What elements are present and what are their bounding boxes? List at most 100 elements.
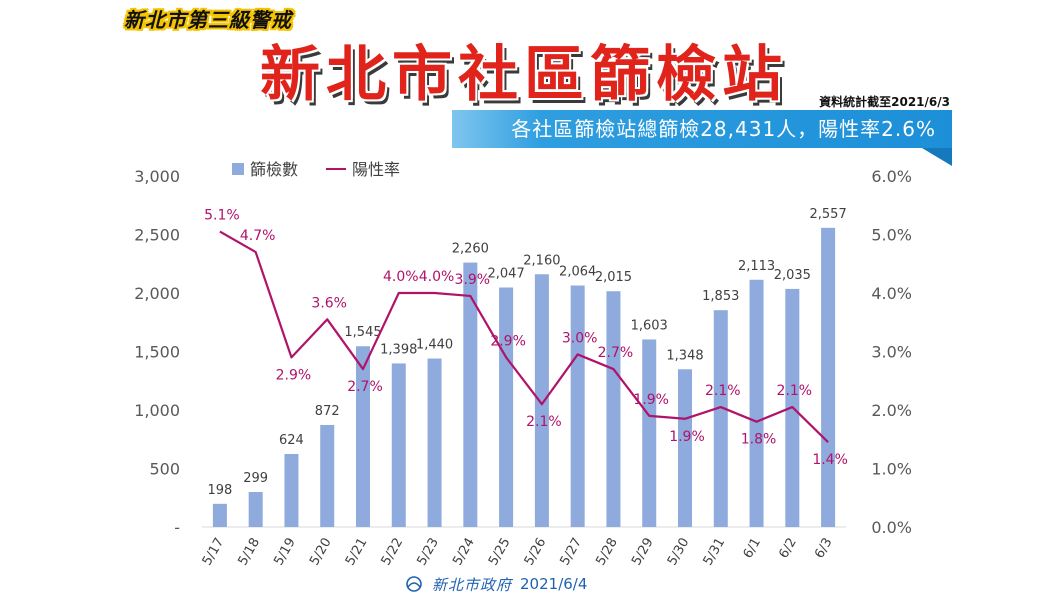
left-axis-tick: 1,000 <box>134 401 180 420</box>
x-axis-tick: 5/19 <box>271 536 299 569</box>
bar-5/30 <box>678 369 692 527</box>
rate-value-label: 4.7% <box>240 228 276 244</box>
bar-value-label: 624 <box>279 433 304 448</box>
bar-value-label: 2,064 <box>559 265 596 280</box>
bar-value-label: 1,603 <box>631 318 668 333</box>
right-axis-tick: 4.0% <box>871 284 912 303</box>
x-axis-tick: 5/30 <box>665 536 693 569</box>
rate-value-label: 2.7% <box>347 379 383 395</box>
bar-value-label: 2,557 <box>810 207 847 222</box>
x-axis-tick: 5/26 <box>522 536 550 569</box>
rate-value-label: 2.1% <box>777 383 813 399</box>
legend-swatch-bar <box>232 163 244 175</box>
bar-value-label: 1,440 <box>416 338 453 353</box>
rate-value-label: 3.0% <box>562 330 598 346</box>
x-axis-tick: 6/1 <box>741 536 764 562</box>
bar-5/23 <box>427 358 442 527</box>
x-axis-tick: 5/23 <box>414 536 442 569</box>
bar-value-label: 1,348 <box>666 348 703 363</box>
bar-value-label: 1,853 <box>702 289 739 304</box>
rate-value-label: 1.8% <box>741 432 777 448</box>
bar-value-label: 1,545 <box>344 325 381 340</box>
left-axis-tick: 3,000 <box>134 167 180 186</box>
footer-date: 2021/6/4 <box>520 575 588 593</box>
x-axis-tick: 5/20 <box>307 536 335 569</box>
footer: 新北市政府 2021/6/4 <box>404 574 587 594</box>
bar-5/18 <box>248 492 263 527</box>
right-axis-tick: 6.0% <box>871 167 912 186</box>
rate-value-label: 2.1% <box>705 383 741 399</box>
right-axis-tick: 0.0% <box>871 518 912 537</box>
x-axis-tick: 5/31 <box>701 536 729 569</box>
x-axis-tick: 5/24 <box>450 536 478 569</box>
bar-value-label: 2,047 <box>488 267 525 282</box>
rate-value-label: 1.9% <box>633 392 669 408</box>
bar-5/22 <box>391 363 406 527</box>
rate-value-label: 3.9% <box>455 272 491 288</box>
bar-value-label: 2,113 <box>738 259 775 274</box>
bar-value-label: 2,160 <box>523 253 560 268</box>
bar-value-label: 2,035 <box>774 268 811 283</box>
left-axis-tick: 500 <box>149 460 180 479</box>
bar-5/29 <box>642 339 657 527</box>
right-axis-tick: 2.0% <box>871 401 912 420</box>
rate-value-label: 5.1% <box>204 208 240 224</box>
bar-value-label: 198 <box>207 483 232 498</box>
left-axis-tick: 2,000 <box>134 284 180 303</box>
x-axis-tick: 5/22 <box>379 536 407 569</box>
bar-5/17 <box>212 503 227 527</box>
chart-legend: 篩檢數 陽性率 <box>232 160 400 179</box>
rate-value-label: 2.9% <box>490 333 526 349</box>
banner-fold-decoration <box>922 148 952 166</box>
x-axis-tick: 5/18 <box>236 536 264 569</box>
rate-value-label: 1.9% <box>669 429 705 445</box>
bar-5/28 <box>606 291 621 527</box>
bar-value-label: 299 <box>243 471 268 486</box>
page-title: 新北市社區篩檢站 <box>260 40 788 110</box>
positive-rate-line <box>219 230 829 443</box>
bar-5/25 <box>499 287 514 527</box>
left-axis-tick: - <box>174 518 180 537</box>
bar-5/26 <box>534 274 549 527</box>
alert-level-badge: 新北市第三級警戒 <box>124 8 292 32</box>
x-axis-tick: 5/21 <box>343 536 371 569</box>
bar-5/27 <box>570 285 585 527</box>
rate-value-label: 4.0% <box>383 269 419 285</box>
right-axis-tick: 1.0% <box>871 460 912 479</box>
rate-value-label: 4.0% <box>419 269 455 285</box>
bar-value-label: 1,398 <box>380 342 417 357</box>
bar-6/3 <box>821 227 836 527</box>
bar-5/31 <box>713 310 728 527</box>
x-axis-tick: 5/27 <box>558 536 586 569</box>
data-cutoff-date: 資料統計截至2021/6/3 <box>819 95 950 109</box>
x-axis-tick: 5/17 <box>200 536 228 569</box>
bar-6/1 <box>749 279 764 527</box>
bar-value-label: 2,015 <box>595 270 632 285</box>
legend-label-bar: 篩檢數 <box>250 160 298 179</box>
new-taipei-logo-icon <box>406 576 422 592</box>
left-axis-tick: 2,500 <box>134 226 180 245</box>
bar-5/24 <box>463 262 478 527</box>
right-axis-tick: 3.0% <box>871 343 912 362</box>
bar-5/21 <box>356 346 370 527</box>
rate-value-label: 3.6% <box>311 295 347 311</box>
legend-label-line: 陽性率 <box>352 160 400 179</box>
x-axis-tick: 6/3 <box>812 536 835 562</box>
summary-banner: 各社區篩檢站總篩檢28,431人，陽性率2.6% <box>452 110 952 148</box>
rate-value-label: 2.1% <box>526 414 562 430</box>
bar-5/19 <box>284 453 299 527</box>
bar-value-label: 2,260 <box>452 242 489 257</box>
x-axis-tick: 6/2 <box>776 536 799 562</box>
rate-value-label: 1.4% <box>812 452 848 468</box>
bar-value-label: 872 <box>315 404 340 419</box>
x-axis-tick: 5/29 <box>629 536 657 569</box>
rate-value-label: 2.9% <box>276 367 312 383</box>
bar-5/20 <box>320 424 335 527</box>
left-axis-tick: 1,500 <box>134 343 180 362</box>
right-axis-tick: 5.0% <box>871 226 912 245</box>
x-axis-tick: 5/25 <box>486 536 514 569</box>
footer-org: 新北市政府 <box>432 575 513 594</box>
rate-value-label: 2.7% <box>598 345 634 361</box>
x-axis-tick: 5/28 <box>593 536 621 569</box>
